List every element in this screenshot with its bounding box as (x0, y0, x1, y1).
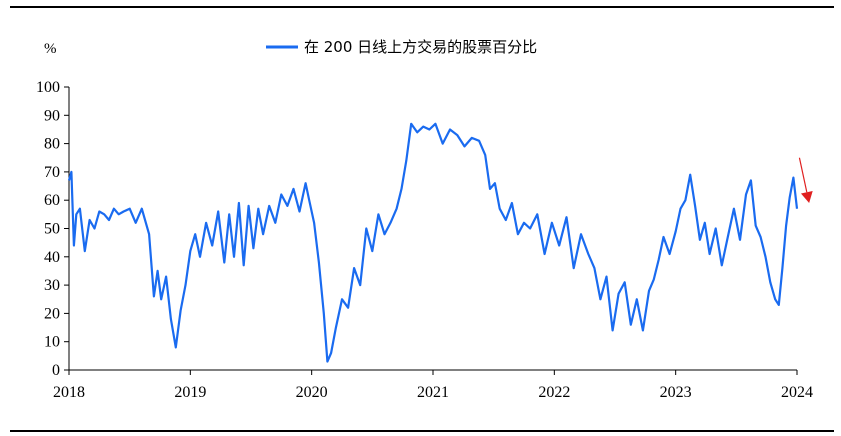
y-tick-label: 80 (44, 136, 60, 153)
y-unit-label: % (44, 41, 57, 57)
plot-area (67, 122, 813, 363)
x-tick-label: 2020 (296, 384, 328, 401)
x-tick-label: 2021 (417, 384, 449, 401)
x-tick-label: 2019 (174, 384, 206, 401)
y-tick-label: 20 (44, 305, 60, 322)
y-tick-label: 40 (44, 249, 60, 266)
y-tick-label: 50 (44, 221, 60, 238)
annotation-arrow-head (800, 191, 813, 204)
x-tick-label: 2022 (538, 384, 570, 401)
y-tick-label: 70 (44, 164, 60, 181)
legend-label: 在 200 日线上方交易的股票百分比 (304, 38, 537, 56)
legend: 在 200 日线上方交易的股票百分比 (266, 38, 537, 56)
annotation-arrow-shaft (798, 157, 808, 193)
x-tick-label: 2018 (53, 384, 85, 401)
y-tick-label: 60 (44, 192, 60, 209)
y-tick-label: 30 (44, 277, 60, 294)
y-tick-label: 100 (36, 79, 60, 96)
x-tick-label: 2024 (781, 384, 813, 401)
y-axis: 0 10 20 30 40 50 60 70 80 90 100 (36, 79, 70, 379)
y-tick-label: 0 (52, 362, 60, 379)
y-tick-label: 10 (44, 334, 60, 351)
y-tick-label: 90 (44, 107, 60, 124)
series-line (67, 122, 799, 363)
x-axis: 2018 2019 2020 2021 2022 2023 2024 (53, 369, 813, 401)
x-tick-label: 2023 (660, 384, 692, 401)
